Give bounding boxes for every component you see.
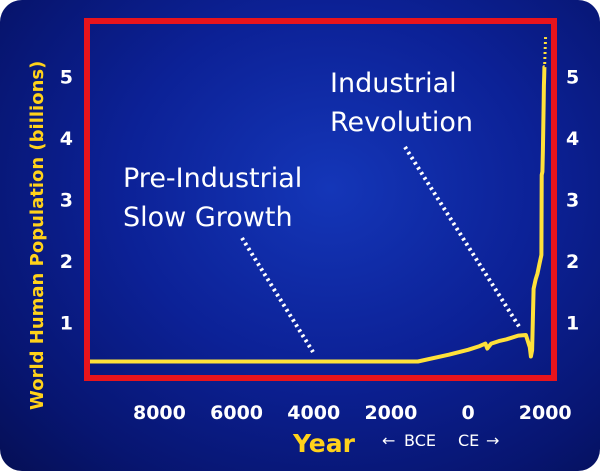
y-tick-left-label: 5 [60, 66, 73, 88]
population-line [90, 65, 547, 364]
y-tick-right-label: 1 [566, 313, 579, 335]
x-tick-label: 2000 [519, 402, 572, 424]
y-tick-right-label: 5 [566, 66, 579, 88]
y-tick-right-label: 2 [566, 251, 579, 273]
industrial-label-line1: Industrial [330, 68, 457, 99]
x-tick-label: 4000 [287, 402, 340, 424]
pre-industrial-label-line2: Slow Growth [123, 202, 293, 233]
y-axis-title: World Human Population (billions) [27, 61, 48, 410]
y-tick-left-label: 4 [60, 128, 73, 150]
era-left-arrow: ← [382, 431, 395, 450]
x-tick-label: 6000 [210, 402, 263, 424]
x-tick-label: 8000 [133, 402, 186, 424]
era-ce-label: CE [458, 431, 479, 450]
industrial-label-line2: Revolution [330, 107, 473, 138]
projection-line [543, 36, 548, 65]
pre-industrial-label-line1: Pre-Industrial [123, 163, 302, 194]
y-tick-right-label: 4 [566, 128, 579, 150]
plot-frame [84, 18, 557, 381]
x-tick-label: 2000 [364, 402, 417, 424]
x-tick-label: 0 [461, 402, 474, 424]
era-bce-label: BCE [404, 431, 436, 450]
pre-industrial-pointer [240, 236, 315, 354]
y-tick-left-label: 2 [60, 251, 73, 273]
era-right-arrow: → [486, 431, 499, 450]
x-axis-title: Year [292, 429, 356, 458]
y-tick-left-label: 1 [60, 313, 73, 335]
y-tick-right-label: 3 [566, 190, 579, 212]
industrial-pointer [403, 145, 522, 330]
y-tick-left-label: 3 [60, 190, 73, 212]
